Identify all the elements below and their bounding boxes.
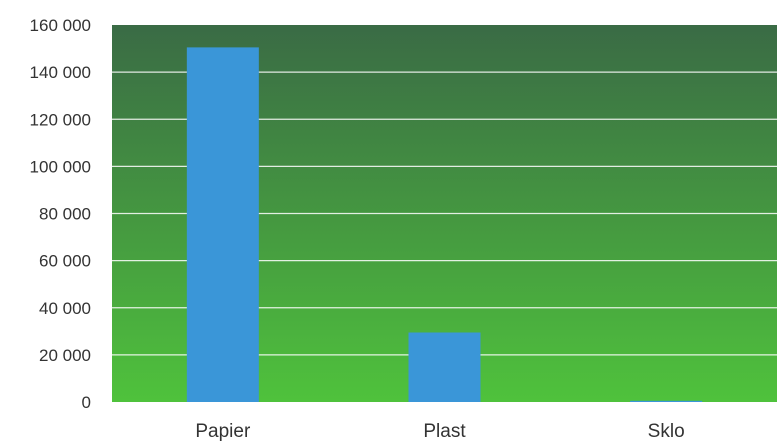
y-tick-label: 20 000 — [39, 346, 91, 365]
y-tick-label: 140 000 — [30, 63, 91, 82]
x-category-label: Sklo — [648, 421, 685, 442]
bar-plast — [408, 332, 481, 402]
bar-sklo — [630, 400, 703, 402]
y-tick-label: 40 000 — [39, 299, 91, 318]
y-tick-label: 80 000 — [39, 205, 91, 224]
y-tick-label: 160 000 — [30, 16, 91, 35]
y-tick-label: 60 000 — [39, 252, 91, 271]
x-axis-categories: Papier Plast Sklo — [195, 421, 684, 442]
bars — [186, 47, 703, 403]
y-tick-label: 100 000 — [30, 157, 91, 176]
x-category-label: Papier — [195, 421, 251, 442]
y-tick-label: 120 000 — [30, 110, 91, 129]
y-axis-ticks: 0 20 000 40 000 60 000 80 000 100 000 120 000 1… — [30, 16, 91, 412]
y-tick-label: 0 — [82, 393, 91, 412]
bar-papier — [186, 47, 259, 403]
x-category-label: Plast — [423, 421, 466, 442]
